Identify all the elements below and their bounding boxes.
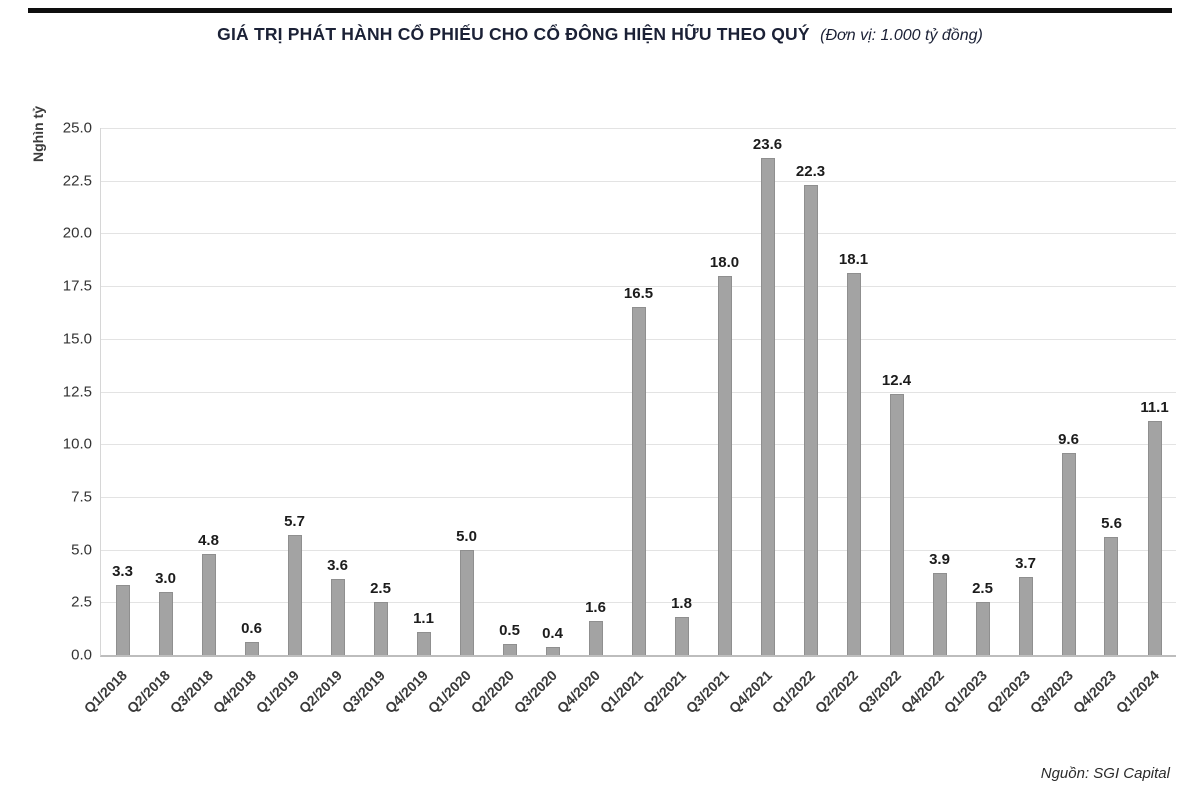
bar-Q3/2023 xyxy=(1062,453,1076,655)
bar-Q1/2020 xyxy=(460,550,474,655)
bar-value-label: 3.3 xyxy=(112,563,133,580)
bar-Q3/2020 xyxy=(546,647,560,655)
gridline xyxy=(101,286,1176,288)
bar-value-label: 3.7 xyxy=(1015,555,1036,572)
bar-value-label: 18.0 xyxy=(709,254,740,271)
bar-value-label: 0.5 xyxy=(499,622,520,639)
x-tick-label: Q4/2018 xyxy=(210,667,260,717)
bar-Q2/2021 xyxy=(675,617,689,655)
bar-value-label: 2.5 xyxy=(972,580,993,597)
y-tick-label: 12.5 xyxy=(62,383,92,400)
x-tick-label: Q1/2018 xyxy=(81,667,131,717)
bar-Q3/2021 xyxy=(718,276,732,655)
x-tick-label: Q4/2022 xyxy=(898,667,948,717)
bar-value-label: 5.6 xyxy=(1101,515,1122,532)
bar-Q1/2018 xyxy=(116,585,130,655)
bar-value-label: 1.6 xyxy=(585,599,606,616)
bar-Q2/2019 xyxy=(331,579,345,655)
bar-value-label: 2.5 xyxy=(370,580,391,597)
x-tick-label: Q3/2018 xyxy=(167,667,217,717)
bar-Q3/2022 xyxy=(890,394,904,655)
x-tick-label: Q3/2021 xyxy=(683,667,733,717)
x-tick-label: Q2/2023 xyxy=(984,667,1034,717)
bar-value-label: 22.3 xyxy=(795,163,826,180)
y-tick-label: 0.0 xyxy=(71,646,92,664)
bar-Q2/2020 xyxy=(503,644,517,655)
bar-Q1/2024 xyxy=(1148,421,1162,655)
bar-value-label: 3.0 xyxy=(155,570,176,587)
y-tick-label: 10.0 xyxy=(62,435,92,453)
y-tick-label: 2.5 xyxy=(71,593,92,611)
gridline xyxy=(101,180,1176,182)
x-tick-label: Q2/2022 xyxy=(812,667,862,717)
y-tick-label: 15.0 xyxy=(62,330,92,348)
gridline xyxy=(101,233,1176,235)
bar-value-label: 5.7 xyxy=(284,513,305,530)
bar-value-label: 0.6 xyxy=(241,620,262,637)
bar-Q4/2022 xyxy=(933,573,947,655)
bar-value-label: 3.9 xyxy=(929,551,950,568)
bar-value-label: 18.1 xyxy=(838,251,869,268)
y-tick-label: 5.0 xyxy=(71,541,92,559)
x-tick-label: Q2/2018 xyxy=(124,667,174,717)
bar-Q3/2018 xyxy=(202,554,216,655)
chart-title: GIÁ TRỊ PHÁT HÀNH CỔ PHIẾU CHO CỔ ĐÔNG H… xyxy=(217,24,810,44)
x-tick-label: Q4/2020 xyxy=(554,667,604,717)
x-tick-label: Q1/2021 xyxy=(597,667,647,717)
bar-Q2/2023 xyxy=(1019,577,1033,655)
chart-header: GIÁ TRỊ PHÁT HÀNH CỔ PHIẾU CHO CỔ ĐÔNG H… xyxy=(0,24,1200,45)
bar-Q1/2023 xyxy=(976,602,990,655)
chart-unit-subtitle: (Đơn vị: 1.000 tỷ đồng) xyxy=(820,27,983,44)
bar-Q4/2021 xyxy=(761,158,775,655)
x-tick-label: Q3/2019 xyxy=(339,667,389,717)
x-tick-label: Q1/2024 xyxy=(1113,667,1163,717)
source-credit: Nguồn: SGI Capital xyxy=(1040,765,1170,782)
y-axis: 0.0 2.5 5.0 7.5 10.0 12.5 15.0 17.5 20.0 22.5 25.0 xyxy=(38,120,92,664)
bar-Q4/2018 xyxy=(245,642,259,655)
y-tick-label: 7.5 xyxy=(71,488,92,506)
bar-Q1/2021 xyxy=(632,307,646,655)
bar-value-label: 0.4 xyxy=(542,625,563,642)
x-tick-label: Q4/2021 xyxy=(726,667,776,717)
bar-Q4/2019 xyxy=(417,632,431,655)
x-tick-label: Q1/2019 xyxy=(253,667,303,717)
x-tick-label: Q2/2020 xyxy=(468,667,518,717)
bar-Q4/2020 xyxy=(589,621,603,655)
bar-Q3/2019 xyxy=(374,602,388,655)
x-tick-label: Q1/2023 xyxy=(941,667,991,717)
y-tick-label: 20.0 xyxy=(62,224,92,242)
bar-value-label: 23.6 xyxy=(752,136,783,153)
bar-value-label: 9.6 xyxy=(1058,431,1079,448)
bar-Q2/2018 xyxy=(159,592,173,655)
bar-value-label: 5.0 xyxy=(456,528,477,545)
bar-value-label: 11.1 xyxy=(1140,399,1169,416)
x-tick-label: Q2/2021 xyxy=(640,667,690,717)
plot-area: 3.3 3.0 4.8 0.6 5.7 3.6 2.5 1.1 5.0 0.5 0.4 1.6 16.5… xyxy=(100,128,1176,657)
bar-Q2/2022 xyxy=(847,273,861,655)
y-tick-label: 17.5 xyxy=(62,277,92,295)
bar-Q1/2022 xyxy=(804,185,818,655)
x-tick-label: Q1/2022 xyxy=(769,667,819,717)
bar-value-label: 1.1 xyxy=(413,610,434,627)
x-tick-label: Q4/2019 xyxy=(382,667,432,717)
x-tick-label: Q3/2022 xyxy=(855,667,905,717)
x-tick-label: Q1/2020 xyxy=(425,667,475,717)
x-tick-label: Q2/2019 xyxy=(296,667,346,717)
bar-Q4/2023 xyxy=(1104,537,1118,655)
gridline xyxy=(101,128,1176,129)
top-divider xyxy=(28,8,1172,13)
bar-value-label: 12.4 xyxy=(881,372,912,389)
y-tick-label: 22.5 xyxy=(62,172,92,190)
bar-value-label: 3.6 xyxy=(327,557,348,574)
x-axis: Q1/2018 Q2/2018 Q3/2018 Q4/2018 Q1/2019 Q2/20… xyxy=(81,657,1175,752)
x-tick-label: Q3/2020 xyxy=(511,667,561,717)
y-tick-label: 25.0 xyxy=(62,119,92,137)
bar-value-label: 1.8 xyxy=(671,595,692,612)
bar-Q1/2019 xyxy=(288,535,302,655)
bar-value-label: 4.8 xyxy=(198,532,219,549)
x-tick-label: Q4/2023 xyxy=(1070,667,1120,717)
x-tick-label: Q3/2023 xyxy=(1027,667,1077,717)
bar-value-label: 16.5 xyxy=(623,285,654,302)
